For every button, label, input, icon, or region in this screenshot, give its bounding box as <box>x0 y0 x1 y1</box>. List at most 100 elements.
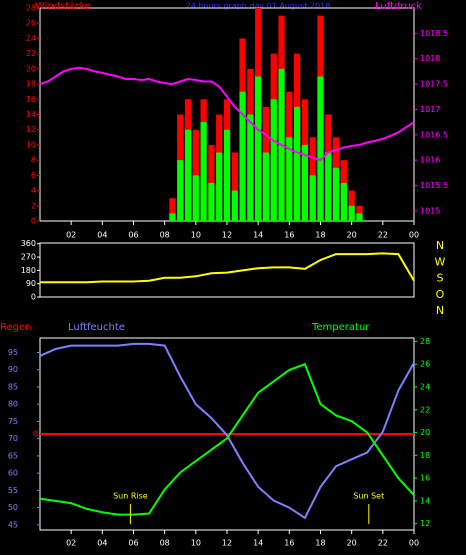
bar <box>348 205 355 221</box>
compass-label: N <box>436 304 444 317</box>
y-tick-label: 18 <box>26 80 36 89</box>
y-tick-label: 75 <box>8 417 18 426</box>
y-tick-label: 85 <box>8 382 18 391</box>
y-tick-label: 10 <box>26 140 36 149</box>
y-tick-label: 12 <box>26 125 36 134</box>
y-tick-label: 360 <box>21 239 36 248</box>
y2-tick-label: 14 <box>420 496 430 505</box>
x-tick-label: 12 <box>222 231 232 240</box>
bar <box>177 160 184 221</box>
y-tick-label: 0 <box>31 217 36 226</box>
y-tick-label: 20 <box>26 64 36 73</box>
bar <box>348 190 355 221</box>
x-tick-label: 22 <box>378 231 388 240</box>
compass-label: O <box>436 288 445 301</box>
series-line <box>39 362 415 516</box>
x-tick-label: 00 <box>409 539 419 548</box>
y-tick-label: 90 <box>26 279 36 288</box>
x-tick-label: 10 <box>191 231 201 240</box>
bar <box>223 129 231 221</box>
y-tick-label: 16 <box>26 95 36 104</box>
y-tick-label: 26 <box>26 19 36 28</box>
y-tick-label: 65 <box>8 451 18 460</box>
bar <box>356 213 363 221</box>
series-name: Luftfeuchte <box>68 322 125 333</box>
compass-label: S <box>437 272 444 285</box>
chart-title: 24 hours graph day 01 August 2018 <box>186 2 331 11</box>
y-tick-label: 95 <box>8 348 18 357</box>
y2-tick-label: 1017 <box>420 105 440 114</box>
y-tick-label: 80 <box>8 400 18 409</box>
bar <box>231 152 238 221</box>
x-tick-label: 18 <box>315 539 325 548</box>
bar <box>169 213 176 221</box>
y-tick-label: 6 <box>31 171 36 180</box>
y-tick-label: 60 <box>8 469 18 478</box>
x-tick-label: 06 <box>128 231 138 240</box>
x-tick-label: 18 <box>315 231 325 240</box>
y2-tick-label: 20 <box>420 428 430 437</box>
bar <box>239 91 246 221</box>
x-tick-label: 20 <box>347 231 357 240</box>
compass-label: W <box>435 255 446 268</box>
y-tick-label: 2 <box>31 201 36 210</box>
bar <box>262 152 270 221</box>
bar <box>317 76 324 221</box>
series-name: Luftdruck <box>375 1 422 12</box>
y2-tick-label: 1015.5 <box>420 181 448 190</box>
compass-label: N <box>436 239 444 252</box>
x-tick-label: 20 <box>347 539 357 548</box>
x-tick-label: 12 <box>222 539 232 548</box>
x-tick-label: 02 <box>66 231 76 240</box>
y2-tick-label: 12 <box>420 519 430 528</box>
y-tick-label: 24 <box>26 34 36 43</box>
y2-tick-label: 24 <box>420 382 430 391</box>
y2-tick-label: 1017.5 <box>420 80 448 89</box>
annotation: Sun Rise <box>113 492 148 501</box>
x-tick-label: 22 <box>378 539 388 548</box>
bar <box>340 182 347 221</box>
bar <box>247 114 254 221</box>
y2-tick-label: 1015 <box>420 206 440 215</box>
x-tick-label: 00 <box>409 231 419 240</box>
y-tick-label: 8 <box>31 156 36 165</box>
y2-tick-label: 22 <box>420 405 430 414</box>
y-tick-label: 50 <box>8 503 18 512</box>
y-tick-label: 28 <box>26 4 36 13</box>
bar <box>301 144 309 221</box>
x-tick-label: 02 <box>66 539 76 548</box>
bar <box>309 175 316 221</box>
x-tick-label: 14 <box>253 231 263 240</box>
y2-tick-label: 1016.5 <box>420 130 448 139</box>
series-name: Windstärke <box>35 1 91 12</box>
x-tick-label: 06 <box>128 539 138 548</box>
x-tick-label: 04 <box>97 231 107 240</box>
x-tick-label: 08 <box>160 539 170 548</box>
bar <box>332 167 340 221</box>
bar <box>184 129 192 221</box>
bar <box>325 152 332 221</box>
x-tick-label: 16 <box>284 231 294 240</box>
annotation: Sun Set <box>353 492 384 501</box>
x-tick-label: 04 <box>97 539 107 548</box>
y3-tick-label: 0 <box>33 430 38 439</box>
plot-frame <box>39 242 415 298</box>
y-tick-label: 14 <box>26 110 36 119</box>
series-line <box>39 342 415 520</box>
y2-tick-label: 1018 <box>420 54 440 63</box>
bar <box>200 122 207 221</box>
y2-tick-label: 1018.5 <box>420 29 448 38</box>
y2-tick-label: 28 <box>420 337 430 346</box>
y2-tick-label: 18 <box>420 451 430 460</box>
y-tick-label: 90 <box>8 365 18 374</box>
series-line <box>40 252 415 284</box>
bar <box>216 152 223 221</box>
bar <box>286 137 293 221</box>
x-tick-label: 14 <box>253 539 263 548</box>
y-tick-label: 0 <box>31 293 36 302</box>
y-tick-label: 4 <box>31 186 36 195</box>
bar <box>169 198 176 221</box>
y-tick-label: 270 <box>21 253 36 262</box>
